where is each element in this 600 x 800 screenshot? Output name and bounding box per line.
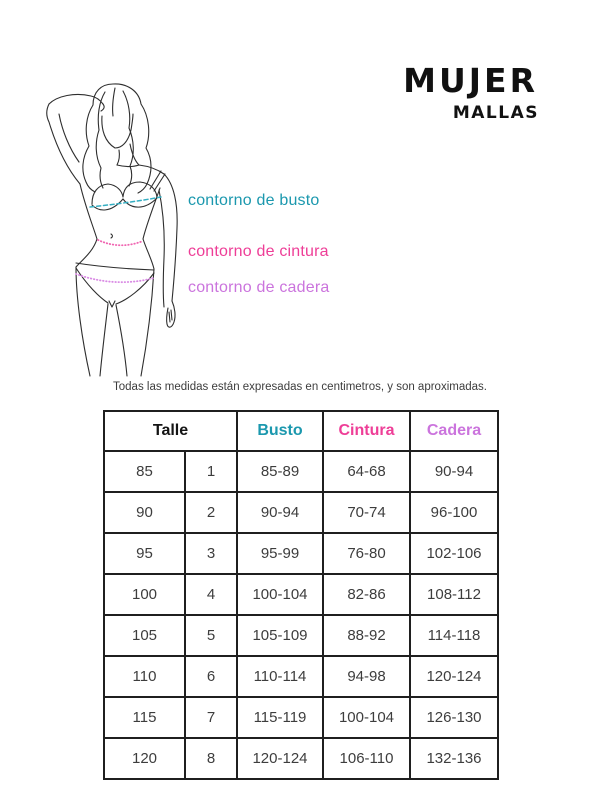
table-row: 95 3 95-99 76-80 102-106 (103, 532, 499, 575)
size-cell: 85 (103, 450, 186, 493)
table-row: 90 2 90-94 70-74 96-100 (103, 491, 499, 534)
size-cell: 88-92 (322, 614, 411, 657)
size-cell: 120 (103, 737, 186, 780)
size-cell: 94-98 (322, 655, 411, 698)
size-cell: 126-130 (409, 696, 499, 739)
size-cell: 85-89 (236, 450, 324, 493)
size-cell: 105-109 (236, 614, 324, 657)
figure-illustration (46, 83, 178, 377)
size-cell: 90-94 (409, 450, 499, 493)
figure-bra (91, 183, 124, 205)
size-cell: 8 (184, 737, 238, 780)
bust-label: contorno de busto (188, 192, 320, 209)
size-cell: 7 (184, 696, 238, 739)
size-cell: 6 (184, 655, 238, 698)
waist-measure-line (97, 239, 144, 247)
size-cell: 108-112 (409, 573, 499, 616)
size-cell: 102-106 (409, 532, 499, 575)
figure-panties (75, 262, 155, 271)
size-cell: 105 (103, 614, 186, 657)
column-header-talle: Talle (103, 410, 238, 452)
table-row: 100 4 100-104 82-86 108-112 (103, 573, 499, 616)
size-cell: 1 (184, 450, 238, 493)
size-cell: 100-104 (236, 573, 324, 616)
size-cell: 115-119 (236, 696, 324, 739)
table-row: 115 7 115-119 100-104 126-130 (103, 696, 499, 739)
size-cell: 4 (184, 573, 238, 616)
size-cell: 64-68 (322, 450, 411, 493)
table-row: 105 5 105-109 88-92 114-118 (103, 614, 499, 657)
size-cell: 95-99 (236, 532, 324, 575)
size-cell: 114-118 (409, 614, 499, 657)
size-cell: 115 (103, 696, 186, 739)
figure-torso (75, 183, 98, 268)
size-cell: 95 (103, 532, 186, 575)
hip-label: contorno de cadera (188, 279, 330, 296)
size-table-header-row: Talle Busto Cintura Cadera (103, 410, 499, 452)
hip-measure-line (75, 273, 155, 284)
table-row: 120 8 120-124 106-110 132-136 (103, 737, 499, 780)
size-cell: 100 (103, 573, 186, 616)
brand-header: MUJER MALLAS (403, 64, 538, 122)
size-cell: 100-104 (322, 696, 411, 739)
page-subtitle: MALLAS (452, 103, 539, 123)
size-cell: 110 (103, 655, 186, 698)
size-cell: 82-86 (322, 573, 411, 616)
size-table: Talle Busto Cintura Cadera 85 1 85-89 64… (103, 410, 499, 780)
column-header-cintura: Cintura (322, 410, 411, 452)
size-cell: 90 (103, 491, 186, 534)
column-header-cadera: Cadera (409, 410, 499, 452)
figure-hair (82, 83, 114, 193)
page-title: MUJER (403, 61, 538, 100)
figure-raised-arm (48, 93, 104, 105)
size-cell: 96-100 (409, 491, 499, 534)
table-row: 85 1 85-89 64-68 90-94 (103, 450, 499, 493)
size-cell: 120-124 (409, 655, 499, 698)
column-header-busto: Busto (236, 410, 324, 452)
measurement-note: Todas las medidas están expresadas en ce… (113, 381, 487, 393)
figure-legs (75, 266, 91, 377)
size-cell: 106-110 (322, 737, 411, 780)
size-cell: 70-74 (322, 491, 411, 534)
bust-measure-line (89, 196, 162, 208)
size-cell: 120-124 (236, 737, 324, 780)
table-row: 110 6 110-114 94-98 120-124 (103, 655, 499, 698)
size-cell: 2 (184, 491, 238, 534)
figure-face (101, 113, 134, 149)
size-cell: 76-80 (322, 532, 411, 575)
size-cell: 5 (184, 614, 238, 657)
figure-hand (166, 300, 176, 328)
figure-arm (163, 173, 178, 302)
size-cell: 132-136 (409, 737, 499, 780)
size-cell: 110-114 (236, 655, 324, 698)
size-cell: 90-94 (236, 491, 324, 534)
waist-label: contorno de cintura (188, 243, 329, 260)
size-cell: 3 (184, 532, 238, 575)
